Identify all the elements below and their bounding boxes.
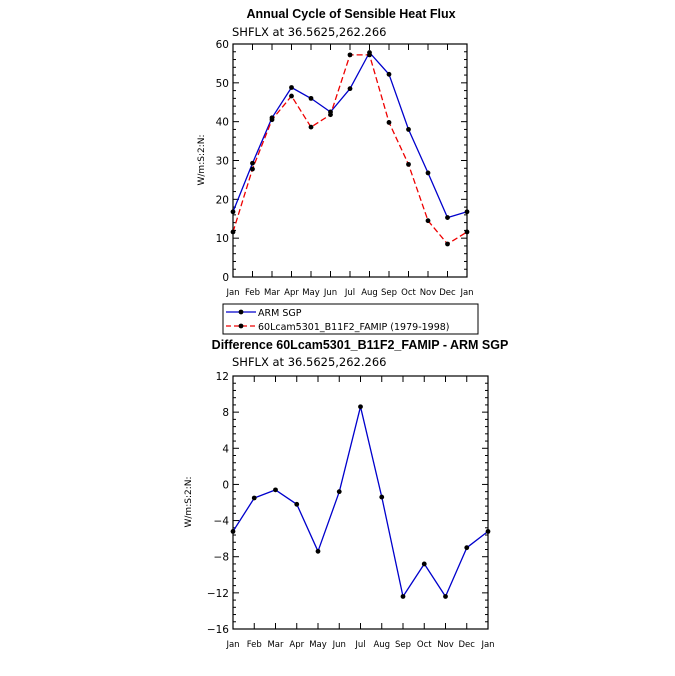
top-xtick-label: Sep xyxy=(381,288,397,298)
top-xtick-label: Nov xyxy=(420,288,437,298)
bottom-chart-title: Difference 60Lcam5301_B11F2_FAMIP - ARM … xyxy=(212,338,509,352)
top-series-0-point xyxy=(464,209,470,215)
legend-arm-marker xyxy=(238,309,244,315)
top-xtick-label: Feb xyxy=(245,288,260,298)
bottom-xtick-label: Feb xyxy=(247,640,262,650)
bottom-ytick-label: 0 xyxy=(222,479,229,491)
top-ytick-label: 50 xyxy=(216,78,229,90)
top-xtick-label: Jul xyxy=(344,288,355,298)
top-xtick-label: May xyxy=(302,288,320,298)
legend-box xyxy=(222,303,479,335)
top-series-0-point xyxy=(308,95,314,101)
top-series-1-point xyxy=(425,218,431,224)
bottom-series-0-point xyxy=(400,594,406,599)
top-ytick-label: 40 xyxy=(216,117,229,129)
top-xtick-label: Dec xyxy=(439,288,456,298)
bottom-plot-area: −16 −12 −8 −4 0 4 8 12 Jan Feb Mar Apr May Jun Jul Aug S… xyxy=(207,371,495,650)
bottom-xtick-label: Jun xyxy=(332,640,346,650)
bottom-series-0-point xyxy=(294,501,300,507)
bottom-ytick-label: −16 xyxy=(207,624,229,636)
bottom-xtick-label: Aug xyxy=(373,640,390,650)
top-plot-frame xyxy=(232,43,468,278)
bottom-ytick-label: −4 xyxy=(214,516,230,528)
difference-chart: Difference 60Lcam5301_B11F2_FAMIP - ARM … xyxy=(184,338,508,650)
bottom-xtick-label: Dec xyxy=(459,640,476,650)
top-series-0-point xyxy=(250,160,255,166)
bottom-series-0-point xyxy=(485,529,491,534)
bottom-series-0-point xyxy=(421,561,427,567)
bottom-xtick-label: Apr xyxy=(289,640,304,650)
top-series-1-point xyxy=(289,93,294,99)
top-series-0-point xyxy=(445,215,450,220)
top-series-1-point xyxy=(250,166,255,172)
bottom-chart-subtitle: SHFLX at 36.5625,262.266 xyxy=(232,355,386,369)
bottom-chart-ylabel: W/m:S:2:N: xyxy=(184,477,194,528)
bottom-ytick-label: 12 xyxy=(216,371,229,383)
top-series-1-point xyxy=(328,112,333,118)
bottom-series-0-point xyxy=(273,487,278,493)
top-chart-legend: ARM SGP 60Lcam5301_B11F2_FAMIP (1979-199… xyxy=(222,303,479,335)
top-series-1-point xyxy=(269,117,275,123)
top-series-1-point xyxy=(347,52,353,58)
bottom-ytick-label: −12 xyxy=(207,588,229,600)
top-series-1-point xyxy=(445,241,450,247)
top-series-1-point xyxy=(464,229,470,235)
top-series-1-point xyxy=(386,120,392,125)
bottom-xtick-label: Oct xyxy=(417,640,432,650)
top-chart-ylabel: W/m:S:2:N: xyxy=(197,135,207,186)
legend-model-marker xyxy=(238,323,244,329)
top-plot-area: 0 10 20 30 40 50 60 Jan Feb Mar Apr May Jun Jul Aug Sep… xyxy=(216,39,474,298)
bottom-xtick-label: Sep xyxy=(395,640,411,650)
top-xtick-label: Apr xyxy=(284,288,299,298)
top-xtick-label: Aug xyxy=(361,288,378,298)
top-xtick-label: Jun xyxy=(323,288,337,298)
top-series-1-point xyxy=(230,229,236,235)
top-chart-title: Annual Cycle of Sensible Heat Flux xyxy=(246,7,455,21)
bottom-xtick-label: Nov xyxy=(437,640,454,650)
top-xtick-label: Oct xyxy=(401,288,416,298)
legend-model-label: 60Lcam5301_B11F2_FAMIP (1979-1998) xyxy=(258,322,450,333)
bottom-series-0-point xyxy=(443,594,448,599)
top-xtick-label: Mar xyxy=(264,288,281,298)
bottom-xtick-label: Jan xyxy=(480,640,494,650)
top-ytick-label: 20 xyxy=(216,194,229,206)
top-series-1-point xyxy=(406,161,411,167)
top-series-0-point xyxy=(347,86,353,92)
bottom-xtick-label: Jan xyxy=(225,640,239,650)
bottom-ytick-label: −8 xyxy=(214,552,229,564)
top-series-1-point xyxy=(308,124,314,130)
bottom-series-0-line xyxy=(232,406,489,598)
bottom-series-0-point xyxy=(358,404,363,410)
top-chart-subtitle: SHFLX at 36.5625,262.266 xyxy=(232,25,386,39)
top-series-0-point xyxy=(230,209,236,215)
top-series-0-point xyxy=(386,71,392,77)
top-series-0-point xyxy=(406,127,411,132)
bottom-series-0-point xyxy=(230,529,236,534)
top-series-0-point xyxy=(289,85,294,90)
bottom-ytick-label: 4 xyxy=(222,443,229,455)
top-ytick-label: 10 xyxy=(216,233,229,245)
top-ytick-label: 0 xyxy=(222,272,229,284)
bottom-xtick-label: Jul xyxy=(354,640,365,650)
bottom-series-0-point xyxy=(336,489,342,495)
top-xtick-label: Jan xyxy=(225,288,239,298)
bottom-series-0-point xyxy=(379,494,385,500)
top-xtick-label: Jan xyxy=(459,288,473,298)
bottom-xtick-label: May xyxy=(309,640,327,650)
top-series-0-point xyxy=(425,170,431,176)
top-series-1-point xyxy=(367,52,372,58)
top-ytick-label: 60 xyxy=(216,39,229,51)
top-series-0-line xyxy=(232,51,468,219)
bottom-ytick-label: 8 xyxy=(222,407,229,419)
annual-cycle-chart: Annual Cycle of Sensible Heat Flux SHFLX… xyxy=(197,7,479,335)
bottom-series-0-point xyxy=(251,495,257,501)
bottom-plot-frame xyxy=(232,375,489,630)
bottom-xtick-label: Mar xyxy=(267,640,284,650)
top-ytick-label: 30 xyxy=(216,156,229,168)
top-series-1-line xyxy=(232,54,468,245)
bottom-series-0-point xyxy=(315,548,321,554)
bottom-series-0-point xyxy=(464,545,470,551)
legend-arm-label: ARM SGP xyxy=(258,308,302,319)
